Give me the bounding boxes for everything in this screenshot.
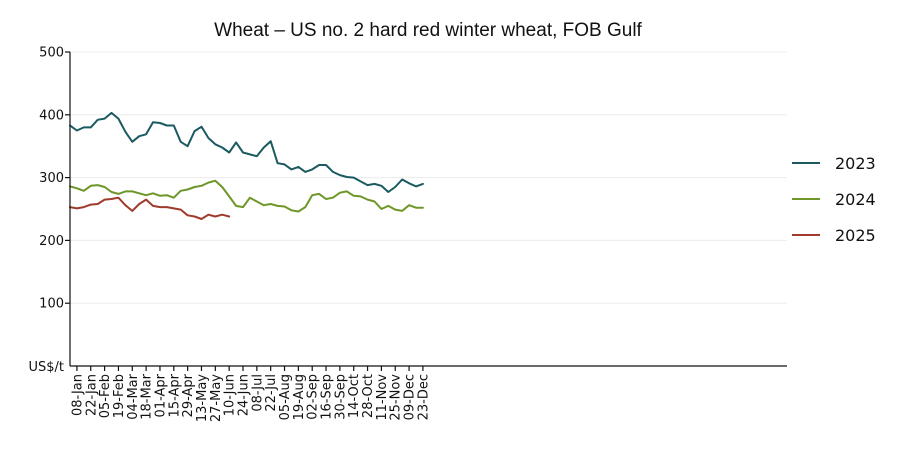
x-tick-label: 01-Apr: [153, 373, 168, 417]
x-tick-label: 23-Dec: [416, 374, 431, 420]
series-line-2023: [69, 111, 424, 193]
x-tick-label: 04-Mar: [126, 373, 141, 419]
y-axis-unit-label: US$/t: [28, 360, 64, 375]
x-tick-labels: 08-Jan22-Jan05-Feb19-Feb04-Mar18-Mar01-A…: [70, 366, 431, 422]
x-tick-label: 28-Oct: [361, 374, 376, 418]
x-tick-label: 22-Jan: [84, 374, 99, 416]
x-tick-label: 27-May: [209, 374, 224, 422]
y-tick-label: 100: [39, 297, 64, 312]
x-tick-label: 22-Jul: [264, 374, 279, 412]
x-tick-label: 16-Sep: [320, 374, 335, 420]
x-tick-label: 08-Jul: [250, 374, 265, 412]
series-lines: [69, 111, 424, 220]
gridlines: [70, 51, 787, 304]
legend-label-2024: 2024: [835, 190, 876, 209]
x-tick-label: 09-Dec: [403, 374, 418, 420]
legend: 2023 2024 2025: [792, 154, 876, 245]
x-tick-label: 08-Jan: [70, 374, 85, 416]
x-tick-label: 29-Apr: [181, 373, 196, 417]
chart-title: Wheat – US no. 2 hard red winter wheat, …: [214, 20, 642, 41]
x-tick-label: 10-Jun: [223, 374, 238, 416]
x-tick-label: 18-Mar: [140, 373, 155, 419]
x-tick-label: 05-Feb: [98, 374, 113, 418]
x-tick-label: 19-Aug: [292, 374, 307, 420]
x-tick-label: 14-Oct: [347, 374, 362, 418]
x-tick-label: 05-Aug: [278, 374, 293, 420]
series-line-2025: [69, 196, 231, 220]
y-tick-labels: 100 200 300 400 500: [39, 46, 70, 312]
x-tick-label: 15-Apr: [167, 373, 182, 417]
y-tick-label: 500: [39, 46, 64, 61]
axes: [69, 52, 787, 367]
x-tick-label: 24-Jun: [237, 374, 252, 416]
y-tick-label: 300: [39, 171, 64, 186]
x-tick-label: 30-Sep: [333, 374, 348, 420]
x-tick-label: 13-May: [195, 374, 210, 422]
x-tick-label: 25-Nov: [389, 374, 404, 421]
legend-label-2023: 2023: [835, 154, 876, 173]
legend-label-2025: 2025: [835, 226, 876, 245]
y-tick-label: 400: [39, 108, 64, 123]
x-tick-label: 02-Sep: [306, 374, 321, 420]
y-tick-label: 200: [39, 234, 64, 249]
series-line-2024: [69, 179, 424, 213]
x-tick-label: 19-Feb: [112, 374, 127, 418]
x-tick-label: 11-Nov: [375, 374, 390, 421]
